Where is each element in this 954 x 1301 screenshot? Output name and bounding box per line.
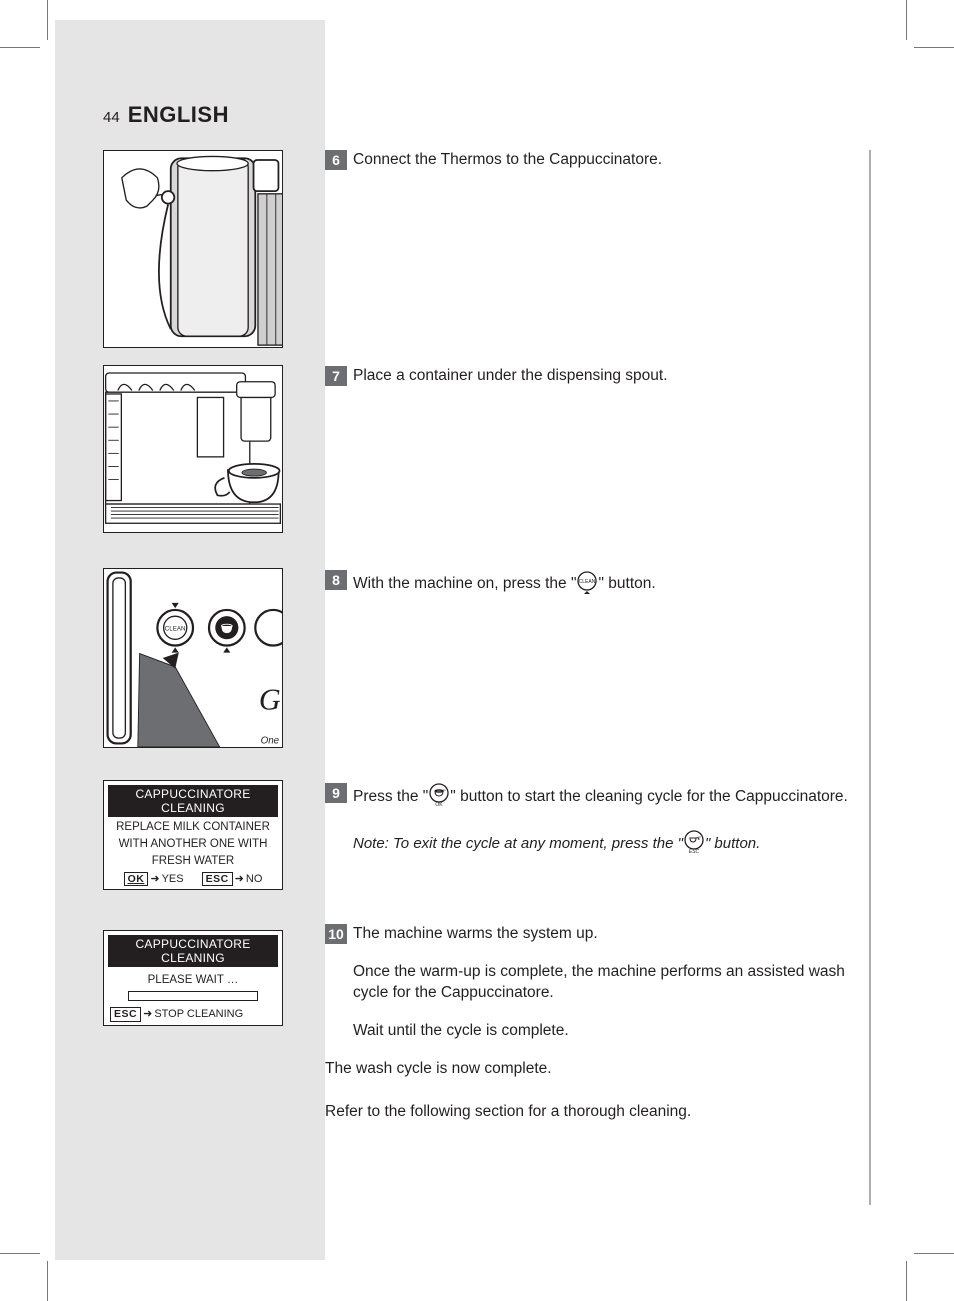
text-pre: With the machine on, press the " [353, 575, 576, 592]
display-line: REPLACE MILK CONTAINER [104, 819, 282, 836]
figure-step-8: CLEAN G One [103, 568, 283, 748]
cup-ok-button-icon: P OK [428, 783, 450, 807]
svg-text:P: P [698, 835, 701, 840]
crop-mark [0, 1253, 40, 1254]
text-post: " button to start the cleaning cycle for… [450, 788, 848, 805]
step-note: Note: To exit the cycle at any moment, p… [353, 830, 870, 854]
text-pre: Press the " [353, 788, 428, 805]
display-screen-cleaning-prompt: CAPPUCCINATORE CLEANING REPLACE MILK CON… [103, 780, 283, 890]
crop-mark [47, 0, 48, 40]
step-text: With the machine on, press the "CLEAN" b… [353, 570, 870, 595]
display-line: PLEASE WAIT … [104, 969, 282, 989]
esc-label: STOP CLEANING [154, 1008, 243, 1020]
step-number-badge: 8 [325, 570, 347, 590]
figure-step-7 [103, 365, 283, 533]
step-paragraph: Once the warm-up is complete, the machin… [353, 961, 870, 1004]
ok-key: OK [124, 872, 149, 887]
arrow-icon: ➜ [235, 873, 244, 885]
step-number-badge: 7 [325, 366, 347, 386]
progress-bar [128, 991, 258, 1001]
svg-text:One: One [261, 735, 280, 746]
crop-mark [906, 1261, 907, 1301]
svg-text:CLEAN: CLEAN [579, 579, 596, 585]
esc-label: NO [246, 873, 263, 885]
crop-mark [914, 47, 954, 48]
step-6: 6 Connect the Thermos to the Cappuccinat… [325, 150, 870, 171]
display-title: CAPPUCCINATORE CLEANING [108, 935, 278, 967]
esc-option: ESC➜STOP CLEANING [110, 1007, 243, 1022]
display-footer: OK➜YES ESC➜NO [104, 870, 282, 890]
display-title: CAPPUCCINATORE CLEANING [108, 785, 278, 817]
arrow-icon: ➜ [150, 873, 159, 885]
step-paragraph: Wait until the cycle is complete. [353, 1020, 870, 1042]
text-post: " button. [598, 575, 655, 592]
svg-text:CLEAN: CLEAN [165, 625, 186, 632]
esc-button-icon: P ESC [683, 830, 705, 854]
ok-label: YES [162, 873, 184, 885]
step-text: The machine warms the system up. [353, 924, 870, 945]
figure-step-6 [103, 150, 283, 348]
crop-mark [914, 1253, 954, 1254]
step-text: Place a container under the dispensing s… [353, 366, 870, 387]
step-text: Press the " P OK " button to start the clea… [353, 783, 870, 808]
page-header: 44 ENGLISH [103, 102, 229, 128]
display-line: WITH ANOTHER ONE WITH [104, 836, 282, 853]
note-pre: Note: To exit the cycle at any moment, p… [353, 835, 683, 852]
step-number-badge: 6 [325, 150, 347, 170]
step-8: 8 With the machine on, press the "CLEAN"… [325, 570, 870, 595]
step-7: 7 Place a container under the dispensing… [325, 366, 870, 387]
crop-mark [906, 0, 907, 40]
step-paragraph: Refer to the following section for a tho… [325, 1101, 870, 1123]
clean-button-icon: CLEAN [576, 570, 598, 594]
svg-text:G: G [259, 683, 281, 717]
esc-key: ESC [202, 872, 233, 887]
step-paragraph: The wash cycle is now complete. [325, 1058, 870, 1080]
page-number: 44 [103, 109, 120, 126]
arrow-icon: ➜ [143, 1008, 152, 1020]
display-line: FRESH WATER [104, 853, 282, 870]
display-screen-please-wait: CAPPUCCINATORE CLEANING PLEASE WAIT … ES… [103, 930, 283, 1026]
instruction-column: 6 Connect the Thermos to the Cappuccinat… [325, 150, 885, 1123]
step-number-badge: 10 [325, 924, 347, 944]
svg-text:OK: OK [436, 802, 444, 807]
crop-mark [0, 47, 40, 48]
step-number-badge: 9 [325, 783, 347, 803]
step-10: 10 The machine warms the system up. Once… [325, 924, 870, 1123]
display-footer: ESC➜STOP CLEANING [104, 1005, 282, 1025]
esc-key: ESC [110, 1007, 141, 1022]
crop-mark [47, 1261, 48, 1301]
ok-option: OK➜YES [124, 872, 184, 887]
esc-option: ESC➜NO [202, 872, 263, 887]
step-9: 9 Press the " P OK " button to start the cl… [325, 783, 870, 854]
note-post: " button. [705, 835, 760, 852]
step-text: Connect the Thermos to the Cappuccinator… [353, 150, 870, 171]
svg-text:ESC: ESC [689, 849, 700, 854]
page: 44 ENGLISH [55, 20, 895, 1260]
svg-text:P: P [443, 788, 446, 793]
page-language: ENGLISH [128, 102, 229, 127]
